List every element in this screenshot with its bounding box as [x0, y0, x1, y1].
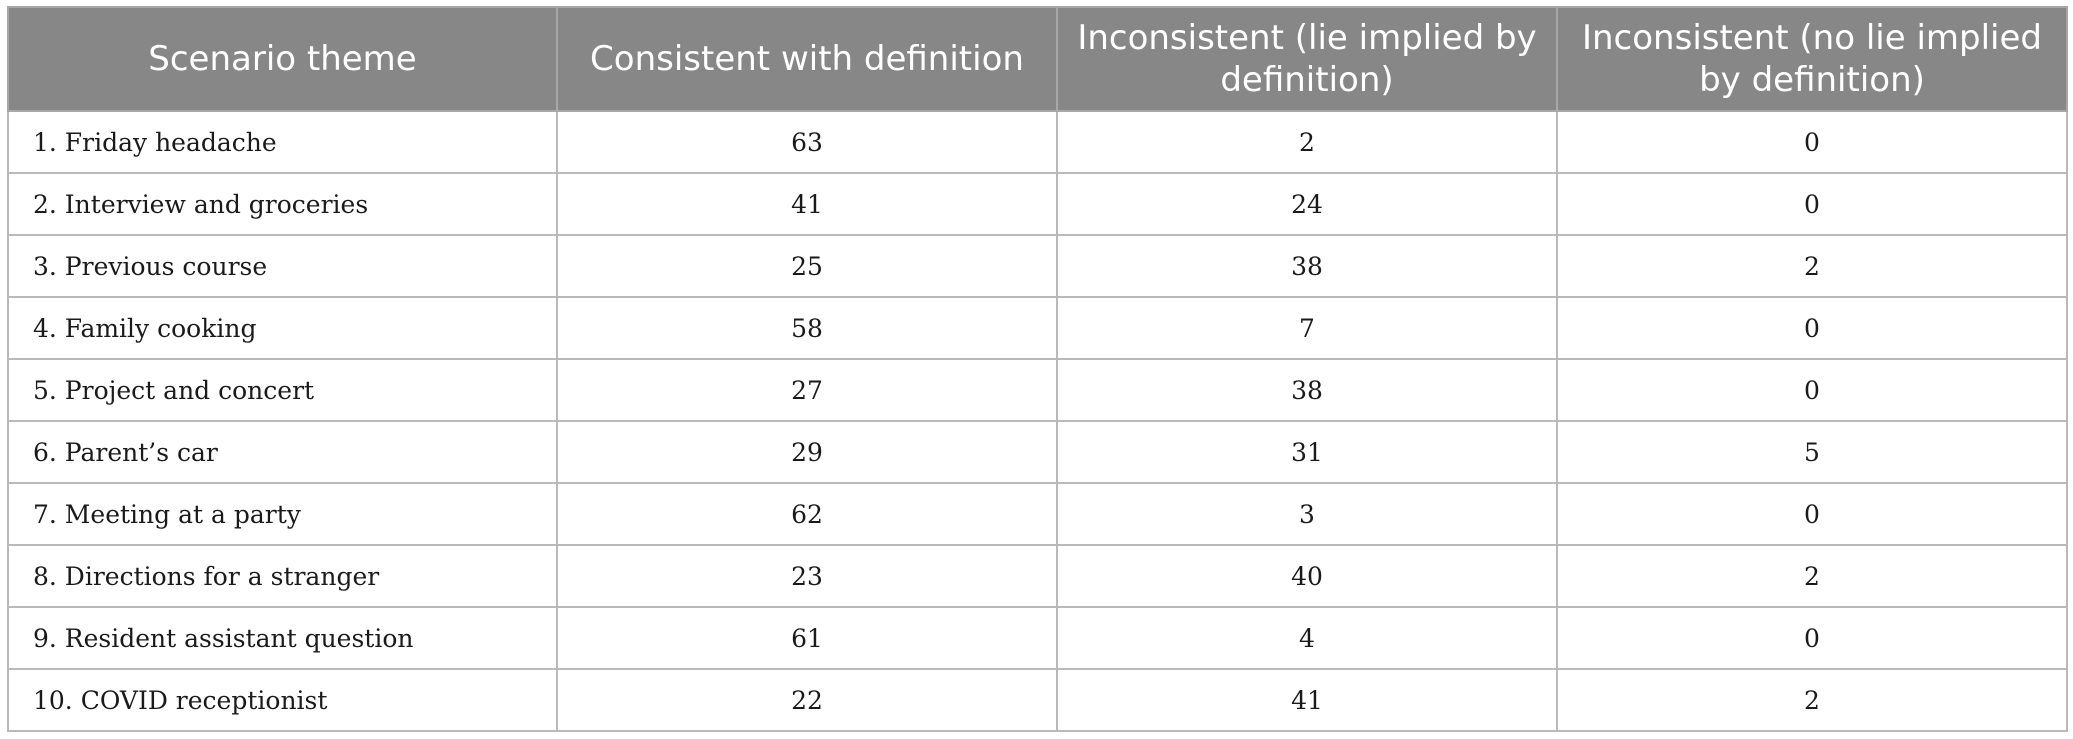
header-inconsistent-lie: Inconsistent (lie implied by definition) [1056, 6, 1558, 112]
header-row: Scenario theme Consistent with definitio… [7, 6, 2068, 112]
cell-consistent: 25 [556, 234, 1058, 298]
table-row: 2. Interview and groceries 41 24 0 [7, 172, 2068, 236]
cell-inconsistent-lie: 38 [1056, 234, 1558, 298]
table-row: 3. Previous course 25 38 2 [7, 234, 2068, 298]
table-header: Scenario theme Consistent with definitio… [7, 6, 2068, 112]
cell-consistent: 61 [556, 606, 1058, 670]
table-row: 10. COVID receptionist 22 41 2 [7, 668, 2068, 732]
table-row: 4. Family cooking 58 7 0 [7, 296, 2068, 360]
header-consistent: Consistent with definition [556, 6, 1058, 112]
table-row: 9. Resident assistant question 61 4 0 [7, 606, 2068, 670]
cell-inconsistent-lie: 31 [1056, 420, 1558, 484]
cell-consistent: 27 [556, 358, 1058, 422]
header-inconsistent-no-lie: Inconsistent (no lie implied by definiti… [1556, 6, 2068, 112]
cell-inconsistent-no-lie: 5 [1556, 420, 2068, 484]
cell-theme: 3. Previous course [7, 234, 558, 298]
cell-inconsistent-no-lie: 2 [1556, 234, 2068, 298]
cell-consistent: 29 [556, 420, 1058, 484]
table-row: 6. Parent’s car 29 31 5 [7, 420, 2068, 484]
cell-inconsistent-lie: 41 [1056, 668, 1558, 732]
cell-inconsistent-lie: 4 [1056, 606, 1558, 670]
header-scenario-theme: Scenario theme [7, 6, 558, 112]
cell-inconsistent-lie: 24 [1056, 172, 1558, 236]
cell-inconsistent-no-lie: 0 [1556, 482, 2068, 546]
cell-consistent: 58 [556, 296, 1058, 360]
scenario-table: Scenario theme Consistent with definitio… [7, 6, 2068, 732]
cell-inconsistent-no-lie: 2 [1556, 544, 2068, 608]
cell-consistent: 41 [556, 172, 1058, 236]
cell-theme: 5. Project and concert [7, 358, 558, 422]
cell-inconsistent-lie: 38 [1056, 358, 1558, 422]
cell-theme: 1. Friday headache [7, 110, 558, 174]
cell-theme: 4. Family cooking [7, 296, 558, 360]
cell-theme: 7. Meeting at a party [7, 482, 558, 546]
cell-inconsistent-lie: 2 [1056, 110, 1558, 174]
cell-theme: 2. Interview and groceries [7, 172, 558, 236]
cell-theme: 8. Directions for a stranger [7, 544, 558, 608]
cell-theme: 6. Parent’s car [7, 420, 558, 484]
table-row: 1. Friday headache 63 2 0 [7, 110, 2068, 174]
cell-consistent: 62 [556, 482, 1058, 546]
cell-inconsistent-no-lie: 0 [1556, 296, 2068, 360]
cell-inconsistent-lie: 7 [1056, 296, 1558, 360]
cell-consistent: 63 [556, 110, 1058, 174]
cell-inconsistent-no-lie: 0 [1556, 172, 2068, 236]
cell-theme: 9. Resident assistant question [7, 606, 558, 670]
table-row: 7. Meeting at a party 62 3 0 [7, 482, 2068, 546]
cell-inconsistent-no-lie: 0 [1556, 358, 2068, 422]
cell-inconsistent-no-lie: 0 [1556, 110, 2068, 174]
cell-consistent: 23 [556, 544, 1058, 608]
table-body: 1. Friday headache 63 2 0 2. Interview a… [7, 110, 2068, 732]
cell-consistent: 22 [556, 668, 1058, 732]
table-row: 8. Directions for a stranger 23 40 2 [7, 544, 2068, 608]
cell-inconsistent-lie: 3 [1056, 482, 1558, 546]
table-row: 5. Project and concert 27 38 0 [7, 358, 2068, 422]
cell-inconsistent-no-lie: 0 [1556, 606, 2068, 670]
cell-inconsistent-lie: 40 [1056, 544, 1558, 608]
cell-theme: 10. COVID receptionist [7, 668, 558, 732]
cell-inconsistent-no-lie: 2 [1556, 668, 2068, 732]
data-table-container: Scenario theme Consistent with definitio… [7, 6, 2068, 732]
